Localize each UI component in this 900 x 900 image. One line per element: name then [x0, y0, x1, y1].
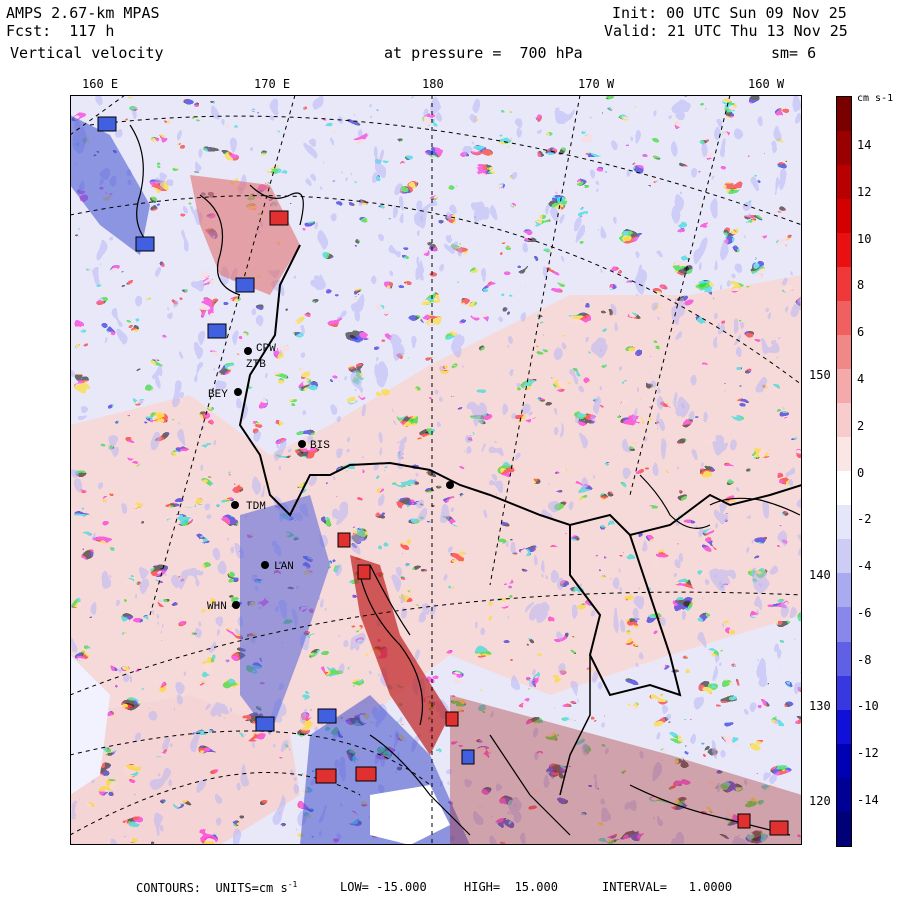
colorbar-tick-label: -10	[857, 699, 879, 714]
model-title: AMPS 2.67-km MPAS	[6, 4, 160, 22]
colorbar-tick-label: 4	[857, 371, 865, 386]
forecast-hour: Fcst: 117 h	[6, 22, 115, 40]
colorbar-swatch	[837, 743, 851, 778]
colorbar-tick-label: 2	[857, 418, 865, 433]
ascent-southern-coast	[450, 695, 802, 845]
station-label-tdm: TDM	[246, 501, 266, 513]
footer-units-sup: -1	[287, 880, 298, 889]
colorbar-tick-label: 6	[857, 325, 865, 340]
colorbar-tick-label: -6	[857, 605, 872, 620]
colorbar-tick-label: -12	[857, 746, 879, 761]
colorbar-tick-label: -8	[857, 652, 872, 667]
smoothing: sm= 6	[771, 44, 817, 62]
colorbar-units: cm s-1	[857, 93, 894, 104]
station-label-lan: LAN	[274, 561, 294, 573]
colorbar-swatch	[837, 97, 851, 132]
lon-label-170e: 170 E	[254, 77, 291, 91]
graticule	[70, 95, 802, 845]
inland-boundary	[559, 655, 591, 796]
colorbar-tick-label: -2	[857, 512, 872, 527]
dense-contours	[129, 124, 801, 836]
colorbar-swatch	[837, 607, 851, 642]
strong-ascent-range	[350, 555, 450, 755]
init-time: Init: 00 UTC Sun 09 Nov 25	[612, 4, 847, 22]
footer-high: HIGH= 15.000	[464, 880, 558, 894]
missing-data-patch	[370, 785, 450, 845]
colorbar-swatch	[837, 165, 851, 200]
map-frame	[70, 95, 802, 845]
colorbar-swatch	[837, 335, 851, 370]
colorbar-tick-label: -4	[857, 559, 872, 574]
colorbar-tick-label: 12	[857, 184, 872, 199]
colorbar-tick-label: 14	[857, 138, 872, 152]
colorbar	[836, 96, 852, 847]
colorbar-swatch	[837, 709, 851, 744]
colorbar-swatch	[837, 199, 851, 234]
colorbar-swatch	[837, 131, 851, 166]
colorbar-swatch	[837, 675, 851, 710]
coastline	[238, 244, 802, 537]
lon-label-160e: 160 E	[82, 77, 119, 91]
footer-units: CONTOURS: UNITS=cm s	[136, 881, 288, 895]
colorbar-tick-label: 10	[857, 231, 872, 246]
vertical-velocity-map[interactable]: CPW ZTB BEY BIS TDM LAN WHN	[70, 95, 802, 845]
colorbar-swatch	[837, 267, 851, 302]
station-label-bey: BEY	[208, 389, 228, 401]
colorbar-swatch	[837, 573, 851, 608]
colorbar-swatch	[837, 471, 851, 506]
lon-label-180: 180	[422, 77, 444, 91]
station-label-whn: WHN	[207, 601, 227, 613]
ice-shelf-edge	[569, 525, 682, 697]
colorbar-swatch	[837, 437, 851, 472]
footer-low: LOW= -15.000	[340, 880, 427, 894]
pale-region-west	[70, 655, 110, 795]
pressure-level: at pressure = 700 hPa	[384, 44, 583, 62]
colorbar-swatch	[837, 539, 851, 574]
colorbar-swatch	[837, 369, 851, 404]
valid-time: Valid: 21 UTC Thu 13 Nov 25	[604, 22, 848, 40]
lon-label-160w: 160 W	[748, 77, 785, 91]
colorbar-tick-label: 0	[857, 465, 865, 480]
strong-descent-northwest	[70, 115, 150, 255]
wind-flags	[97, 116, 789, 836]
colorbar-swatch	[837, 777, 851, 812]
colorbar-swatch	[837, 403, 851, 438]
colorbar-swatch	[837, 641, 851, 676]
colorbar-swatch	[837, 505, 851, 540]
footer-interval: INTERVAL= 1.0000	[602, 880, 733, 894]
colorbar-swatch	[837, 301, 851, 336]
station-label-ztb: ZTB	[246, 359, 266, 371]
colorbar-swatch	[837, 811, 851, 846]
field-name: Vertical velocity	[10, 44, 164, 62]
station-markers	[231, 347, 454, 609]
lon-label-170w: 170 W	[578, 77, 615, 91]
colorbar-tick-label: 8	[857, 278, 865, 293]
colorbar-tick-label: -14	[857, 793, 879, 807]
station-label-cpw: CPW	[256, 343, 276, 355]
strong-descent-coast	[240, 495, 330, 735]
footer-contours: CONTOURS: UNITS=cm s-1	[136, 880, 297, 895]
station-label-bis: BIS	[310, 440, 330, 452]
colorbar-swatch	[837, 233, 851, 268]
